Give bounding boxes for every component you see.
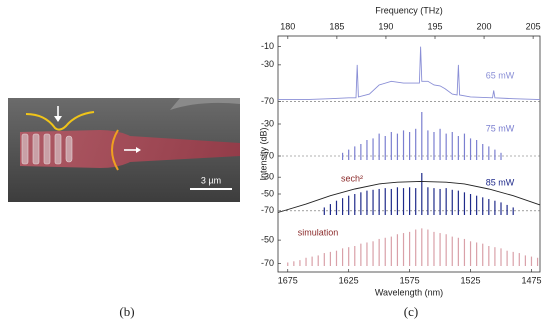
y-tick-label: -50 (261, 188, 274, 198)
x-tick-label: 1525 (461, 275, 481, 285)
spectrum-line (277, 180, 541, 213)
x2-axis-title: Frequency (THz) (375, 5, 443, 15)
scale-bar-label: 3 µm (201, 175, 221, 185)
x-axis-title: Wavelength (nm) (375, 287, 443, 297)
x2-tick-label: 205 (526, 21, 541, 31)
y-tick-label: -70 (261, 205, 274, 215)
y-tick-label: -70 (261, 96, 274, 106)
x-tick-label: 1475 (521, 275, 541, 285)
x2-tick-label: 190 (378, 21, 393, 31)
sem-image: 3 µm (8, 98, 240, 202)
y-axis-title: Intensity (dB) (258, 127, 268, 180)
x2-tick-label: 180 (280, 21, 295, 31)
y-tick-label: -30 (261, 118, 274, 128)
series-label: sech² (341, 173, 363, 183)
series-label: 65 mW (486, 70, 515, 80)
y-tick-label: -30 (261, 59, 274, 69)
x2-tick-label: 200 (477, 21, 492, 31)
x2-tick-label: 185 (329, 21, 344, 31)
spectrum-line (278, 46, 541, 101)
y-tick-label: -70 (261, 150, 274, 160)
x-tick-label: 1675 (278, 275, 298, 285)
series-label: simulation (298, 227, 339, 237)
y-tick-label: -50 (261, 234, 274, 244)
x2-tick-label: 195 (427, 21, 442, 31)
series-label: 85 mW (486, 177, 515, 187)
plot-frame (277, 35, 541, 273)
panel-label: (c) (404, 304, 418, 319)
y-tick-label: -70 (261, 258, 274, 268)
y-tick-label: -10 (261, 41, 274, 51)
plot: -10 -30 -70 180 185 190 195 200 205 Frequency (TH… (258, 5, 541, 297)
panel-label: (b) (119, 304, 134, 319)
x-tick-label: 1625 (339, 275, 359, 285)
x-tick-label: 1575 (400, 275, 420, 285)
y-tick-label: -30 (261, 172, 274, 182)
series-label: 75 mW (486, 123, 515, 133)
